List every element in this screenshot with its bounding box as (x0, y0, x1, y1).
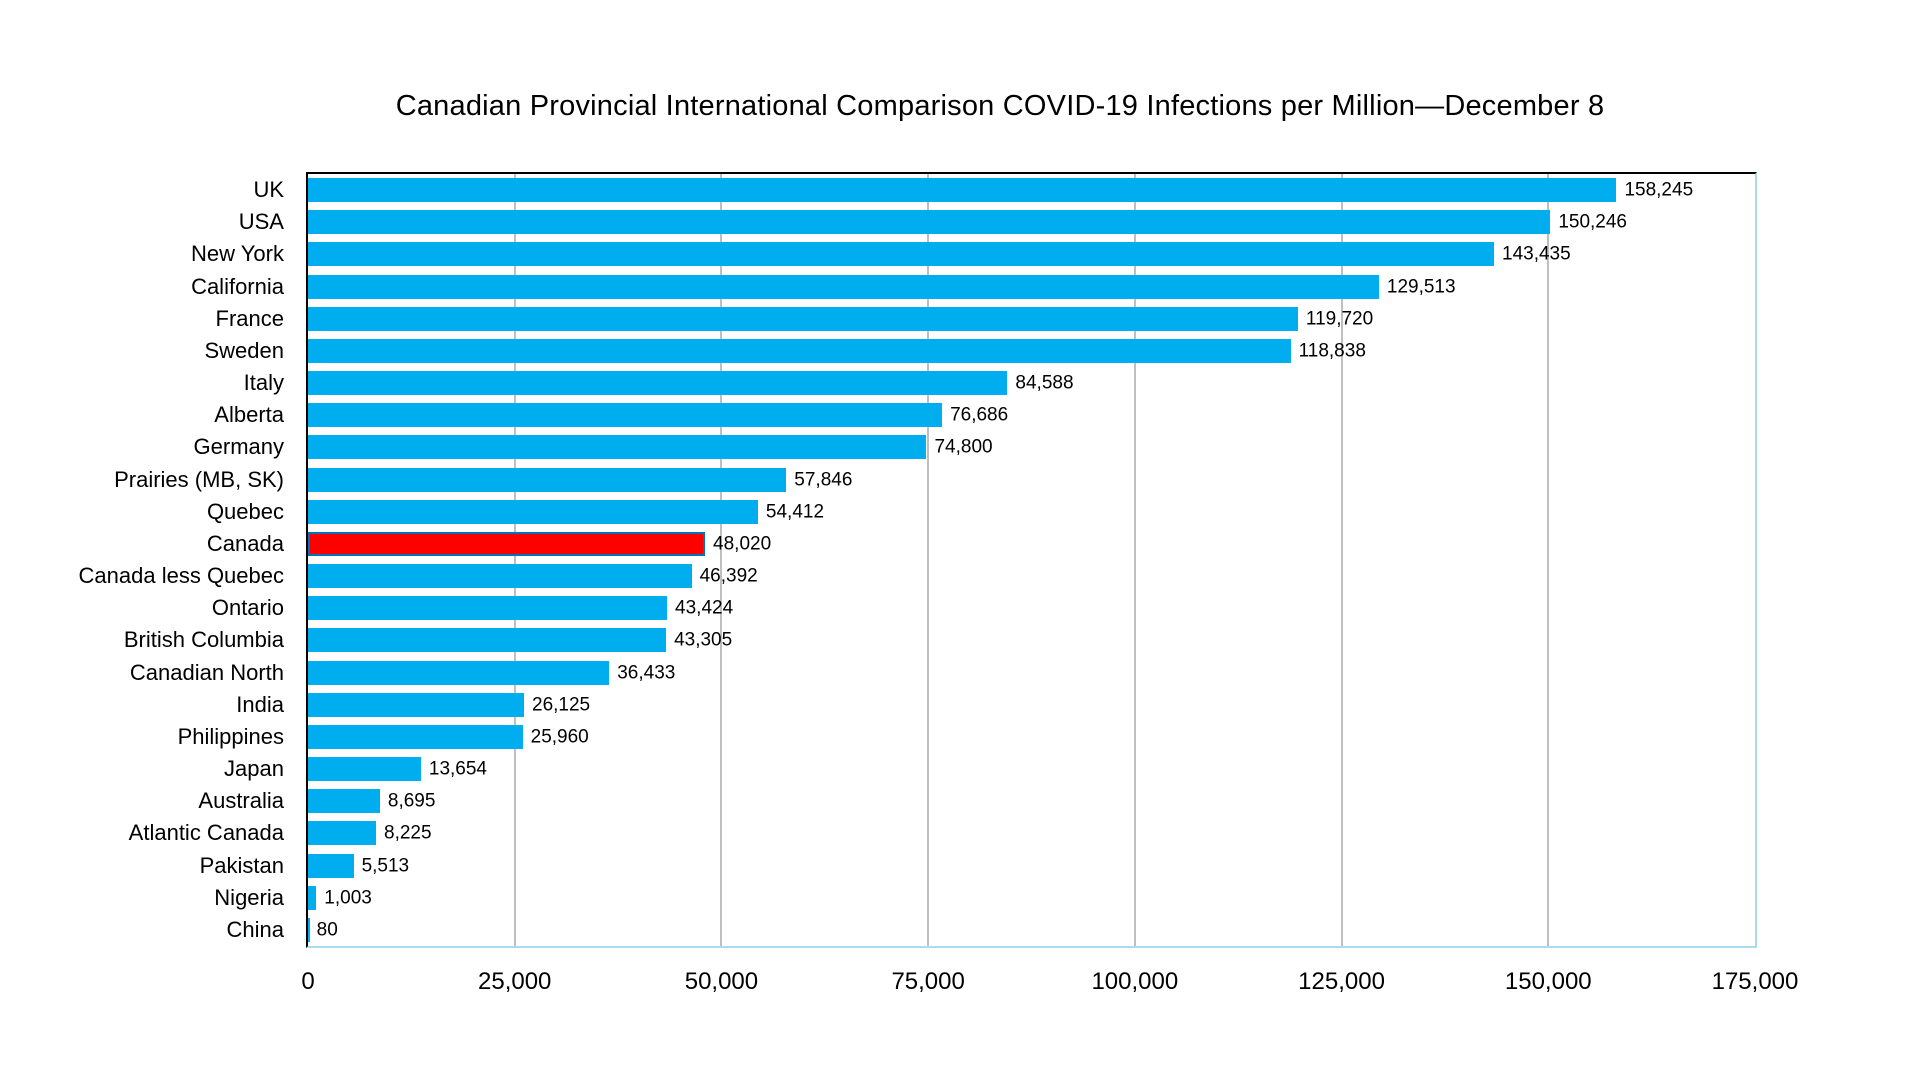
bar (308, 724, 523, 749)
x-tick-label: 0 (301, 968, 315, 995)
value-label: 150,246 (1558, 211, 1627, 233)
category-label: British Columbia (123, 627, 284, 653)
value-label: 76,686 (950, 404, 1009, 426)
bar (308, 917, 310, 942)
gridline (927, 174, 930, 946)
value-label: 8,695 (387, 790, 436, 812)
value-label: 57,846 (794, 469, 853, 491)
value-label: 74,800 (934, 436, 993, 458)
category-labels: UK USA New York California France Sweden Italy… (0, 0, 295, 1080)
bar (308, 306, 1298, 331)
value-label: 43,305 (674, 629, 733, 651)
category-label: India (236, 691, 284, 717)
category-label: New York (191, 241, 284, 267)
category-label: California (191, 273, 284, 299)
bar (308, 210, 1551, 235)
bar (308, 789, 380, 814)
gridline (1133, 174, 1136, 946)
bar (308, 692, 525, 717)
category-label: Alberta (214, 402, 284, 428)
bar (308, 403, 943, 428)
bar (308, 821, 376, 846)
value-label: 80 (316, 919, 338, 941)
category-label: USA (238, 209, 284, 235)
bar (308, 757, 421, 782)
bar (308, 274, 1379, 299)
category-label: Philippines (177, 723, 284, 749)
value-label: 26,125 (532, 694, 591, 716)
gridline (720, 174, 723, 946)
category-label: UK (253, 177, 284, 203)
bar (308, 435, 927, 460)
category-label: Australia (198, 788, 284, 814)
bar (308, 338, 1291, 363)
value-label: 5,513 (361, 855, 410, 877)
value-label: 129,513 (1386, 276, 1456, 298)
value-label: 84,588 (1015, 372, 1074, 394)
category-label: Atlantic Canada (128, 820, 284, 846)
gridline (513, 174, 516, 946)
category-label: Canadian North (129, 659, 284, 685)
bar (308, 628, 667, 653)
bar (308, 499, 758, 524)
x-tick-label: 125,000 (1298, 968, 1385, 995)
category-label: Germany (193, 434, 284, 460)
category-label: Canada (206, 530, 284, 556)
value-label: 143,435 (1502, 243, 1571, 265)
chart-title: Canadian Provincial International Compar… (395, 90, 1605, 122)
x-tick-label: 150,000 (1504, 968, 1592, 995)
category-label: Ontario (211, 595, 284, 621)
value-label: 119,720 (1305, 308, 1374, 330)
value-label: 43,424 (675, 597, 734, 619)
category-label: Italy (243, 370, 284, 396)
value-label: 36,433 (617, 662, 676, 684)
value-label: 118,838 (1298, 340, 1366, 362)
bar (308, 564, 692, 589)
bar (308, 596, 668, 621)
gridline (1547, 174, 1550, 946)
value-label: 158,245 (1624, 179, 1694, 201)
x-tick-label: 50,000 (684, 968, 759, 995)
category-label: Quebec (206, 498, 284, 524)
x-tick-label: 25,000 (478, 968, 552, 995)
gridline (1340, 174, 1343, 946)
category-label: France (215, 305, 284, 331)
category-label: Japan (224, 756, 284, 782)
value-label: 1,003 (324, 887, 372, 909)
value-label: 48,020 (713, 533, 772, 555)
bar (308, 242, 1494, 267)
value-label: 46,392 (699, 565, 758, 587)
category-label: Pakistan (199, 852, 284, 878)
bar-highlighted (308, 531, 706, 556)
category-label: China (226, 916, 284, 942)
value-label: 54,412 (765, 501, 825, 523)
value-label: 8,225 (384, 822, 432, 844)
bar (308, 178, 1617, 203)
category-label: Prairies (MB, SK) (114, 466, 284, 492)
bar (308, 467, 787, 492)
bar (308, 660, 610, 685)
x-tick-label: 175,000 (1711, 968, 1799, 995)
plot-area: 158,245 150,246 143,435 129,513 119,720 118,8… (306, 172, 1757, 948)
bar (308, 853, 354, 878)
value-label: 25,960 (530, 726, 589, 748)
category-label: Canada less Quebec (78, 563, 284, 589)
value-label: 13,654 (428, 758, 488, 780)
bar (308, 371, 1008, 396)
x-tick-label: 100,000 (1091, 968, 1179, 995)
x-tick-label: 75,000 (891, 968, 965, 995)
category-label: Nigeria (214, 884, 284, 910)
bar (308, 885, 317, 910)
category-label: Sweden (204, 337, 284, 363)
